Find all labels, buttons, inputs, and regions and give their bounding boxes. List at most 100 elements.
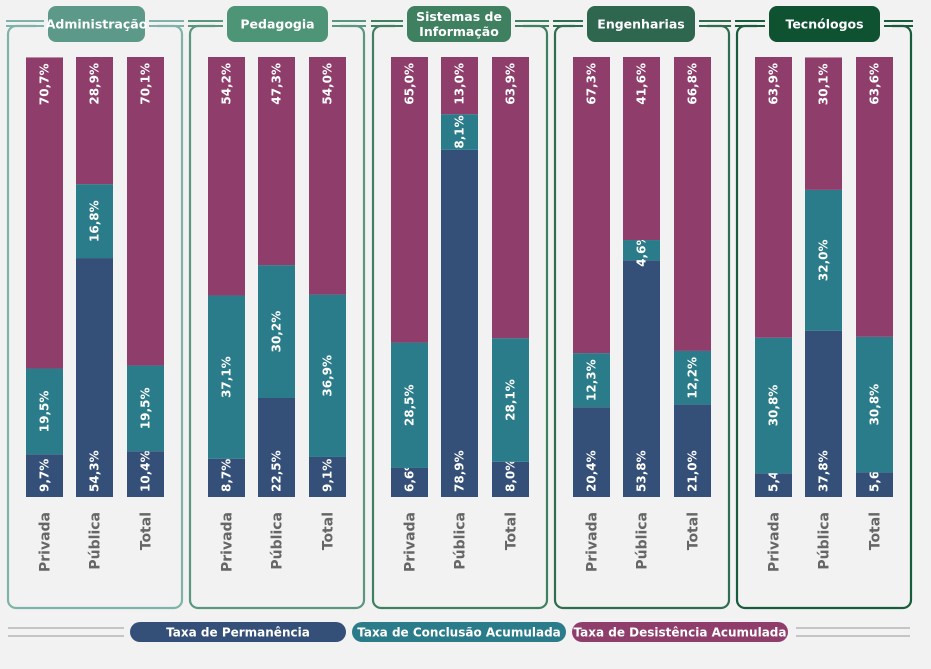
bar-segment — [309, 57, 346, 295]
legend: Taxa de Permanência Taxa de Conclusão Acu… — [8, 622, 910, 642]
bar-segment — [391, 467, 428, 497]
data-label: 19,5% — [38, 391, 52, 433]
bar-segment — [623, 260, 660, 497]
bar-segment — [674, 57, 711, 351]
bar-segment — [674, 404, 711, 497]
bar-segment — [755, 57, 792, 338]
panel-header — [48, 6, 145, 42]
category-label: Total — [504, 512, 520, 550]
panel-0: Administração 9,7% 19,5% 70,7% Privada 54,3% 1… — [6, 6, 184, 610]
data-label: 20,4% — [585, 450, 599, 492]
category-label: Pública — [270, 512, 286, 570]
bar-segment — [76, 258, 113, 497]
bar-segment — [805, 189, 842, 331]
data-label: 10,4% — [139, 450, 153, 492]
bar-segment — [26, 368, 63, 455]
data-label: 63,9% — [767, 63, 781, 105]
panel-title: Informação — [419, 24, 499, 39]
data-label: 28,5% — [403, 384, 417, 426]
category-label: Privada — [403, 512, 419, 572]
bar-segment — [258, 57, 295, 266]
category-label: Total — [321, 512, 337, 550]
bar-segment — [391, 342, 428, 468]
bar-segment — [805, 330, 842, 497]
panel-2: Sistemas deInformação6,6%28,5%65,0%Priva… — [371, 6, 549, 610]
legend-label: Taxa de Desistência Acumulada — [574, 626, 787, 640]
data-label: 28,1% — [504, 379, 518, 421]
panel-4: Tecnólogos5,4%30,8%63,9%Privada37,8%32,0… — [735, 6, 913, 610]
category-label: Privada — [220, 512, 236, 572]
category-label: Total — [868, 512, 884, 550]
panel-header — [587, 6, 695, 42]
legend-label: Taxa de Permanência — [166, 626, 310, 640]
data-label: 19,5% — [139, 388, 153, 430]
data-label: 67,3% — [585, 63, 599, 105]
panel-header — [227, 6, 328, 42]
bar-segment — [623, 57, 660, 241]
data-label: 30,1% — [817, 63, 831, 105]
data-label: 41,6% — [635, 63, 649, 105]
bar-segment — [573, 407, 610, 497]
data-label: 70,1% — [139, 63, 153, 105]
data-label: 63,6% — [868, 63, 882, 105]
data-label: 30,8% — [767, 385, 781, 427]
category-label: Pública — [88, 512, 104, 570]
data-label: 32,0% — [817, 239, 831, 281]
bar-segment — [127, 57, 164, 366]
data-label: 54,2% — [220, 63, 234, 105]
bar-segment — [441, 57, 478, 115]
bar-segment — [492, 461, 529, 497]
bar-segment — [208, 458, 245, 497]
data-label: 54,3% — [88, 450, 102, 492]
bar-segment — [441, 149, 478, 497]
bar-segment — [26, 57, 63, 369]
bar-segment — [755, 337, 792, 474]
panel-1: Pedagogia 8,7% 37,1% 54,2% Privada 22,5% 30,2%… — [188, 6, 366, 610]
panel-title: Sistemas de — [416, 9, 502, 24]
bar-segment — [76, 57, 113, 185]
panel-title: Tecnólogos — [785, 17, 863, 32]
data-label: 13,0% — [453, 63, 467, 105]
data-label: 8,7% — [220, 459, 234, 492]
category-label: Total — [686, 512, 702, 550]
bar-segment — [573, 353, 610, 408]
bar-segment — [492, 338, 529, 462]
bar-segment — [573, 57, 610, 354]
panel-title: Administração — [46, 17, 148, 32]
panel-title: Engenharias — [597, 17, 684, 32]
data-label: 54,0% — [321, 63, 335, 105]
bar-segment — [856, 57, 893, 337]
category-label: Privada — [585, 512, 601, 572]
data-label: 66,8% — [686, 63, 700, 105]
category-label: Pública — [817, 512, 833, 570]
bar-segment — [674, 350, 711, 405]
bar-segment — [208, 295, 245, 459]
bar-segment — [76, 184, 113, 259]
bar-segment — [856, 472, 893, 497]
data-label: 65,0% — [403, 63, 417, 105]
bar-segment — [127, 451, 164, 497]
bar-segment — [391, 57, 428, 343]
bar-segment — [441, 114, 478, 150]
data-label: 21,0% — [686, 450, 700, 492]
bar-segment — [492, 57, 529, 339]
legend-swatch — [572, 622, 788, 642]
category-label: Total — [139, 512, 155, 550]
data-label: 9,7% — [38, 459, 52, 492]
data-label: 70,7% — [38, 63, 52, 105]
category-label: Privada — [767, 512, 783, 572]
legend-swatch — [352, 622, 566, 642]
data-label: 28,9% — [88, 63, 102, 105]
data-label: 8,0% — [504, 459, 518, 492]
data-label: 37,1% — [220, 356, 234, 398]
bar-segment — [623, 240, 660, 261]
bar-segment — [309, 294, 346, 457]
panel-header — [407, 6, 511, 42]
data-label: 63,9% — [504, 63, 518, 105]
panel-title: Pedagogia — [240, 17, 314, 32]
data-label: 53,8% — [635, 450, 649, 492]
category-label: Pública — [453, 512, 469, 570]
bar-segment — [856, 336, 893, 473]
bar-segment — [127, 365, 164, 452]
data-label: 12,2% — [686, 357, 700, 399]
